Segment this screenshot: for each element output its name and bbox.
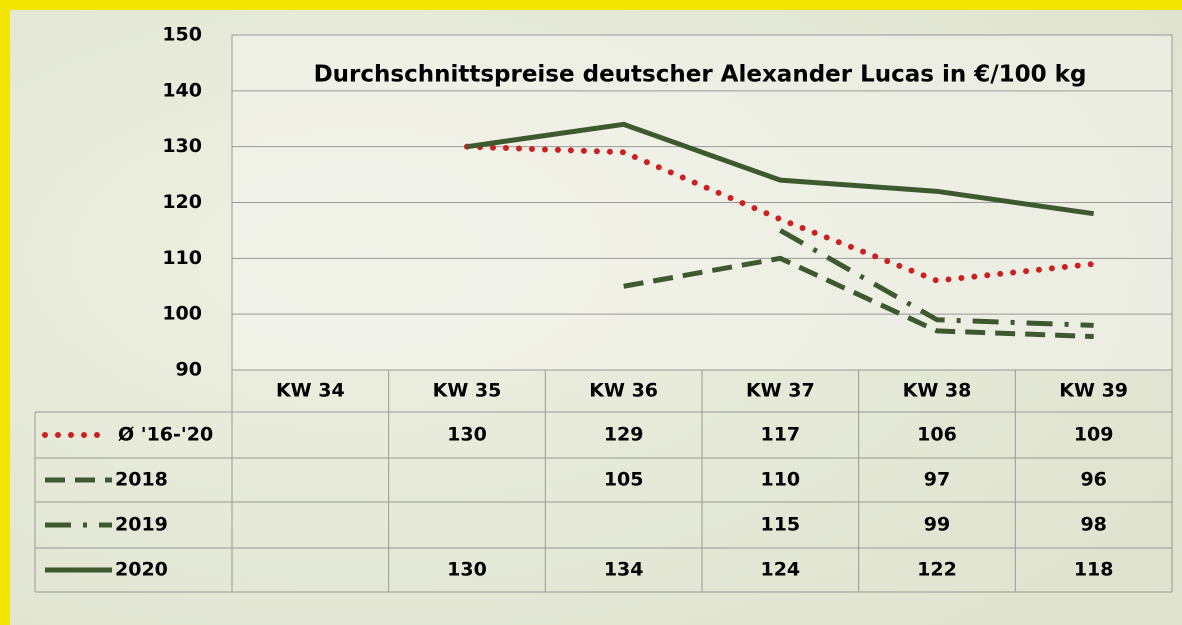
legend-label: 2018 [115, 469, 168, 491]
chart-title: Durchschnittspreise deutscher Alexander … [314, 62, 1087, 88]
table-value: 109 [1074, 424, 1114, 446]
y-tick-label: 100 [162, 303, 202, 325]
y-tick-label: 120 [162, 191, 202, 213]
x-tick-label: KW 38 [903, 380, 972, 402]
y-tick-label: 110 [162, 247, 202, 269]
series-line [779, 228, 1094, 328]
y-tick-label: 130 [162, 135, 202, 157]
legend-label: 2020 [115, 559, 168, 581]
x-tick-label: KW 35 [433, 380, 502, 402]
legend-label: Ø '16-'20 [118, 424, 213, 446]
series-line [464, 143, 1097, 284]
table-value: 122 [917, 559, 957, 581]
table-value: 129 [604, 424, 644, 446]
table-value: 97 [924, 469, 950, 491]
table-value: 134 [604, 559, 644, 581]
table-value: 110 [760, 469, 800, 491]
y-tick-label: 90 [176, 359, 202, 381]
x-tick-label: KW 36 [589, 380, 658, 402]
table-value: 115 [760, 514, 800, 536]
table-value: 124 [760, 559, 800, 581]
table-value: 118 [1074, 559, 1114, 581]
table-value: 98 [1080, 514, 1106, 536]
x-tick-label: KW 39 [1059, 380, 1128, 402]
table-value: 117 [760, 424, 800, 446]
table-value: 130 [447, 559, 487, 581]
table-value: 99 [924, 514, 950, 536]
y-tick-label: 140 [162, 79, 202, 101]
table-value: 105 [604, 469, 644, 491]
legend-label: 2019 [115, 514, 168, 536]
table-value: 96 [1080, 469, 1106, 491]
series-line [466, 121, 1095, 217]
series-line [623, 255, 1094, 339]
table-value: 130 [447, 424, 487, 446]
table-value: 106 [917, 424, 957, 446]
x-tick-label: KW 37 [746, 380, 815, 402]
x-tick-label: KW 34 [276, 380, 345, 402]
y-tick-label: 150 [162, 24, 202, 46]
